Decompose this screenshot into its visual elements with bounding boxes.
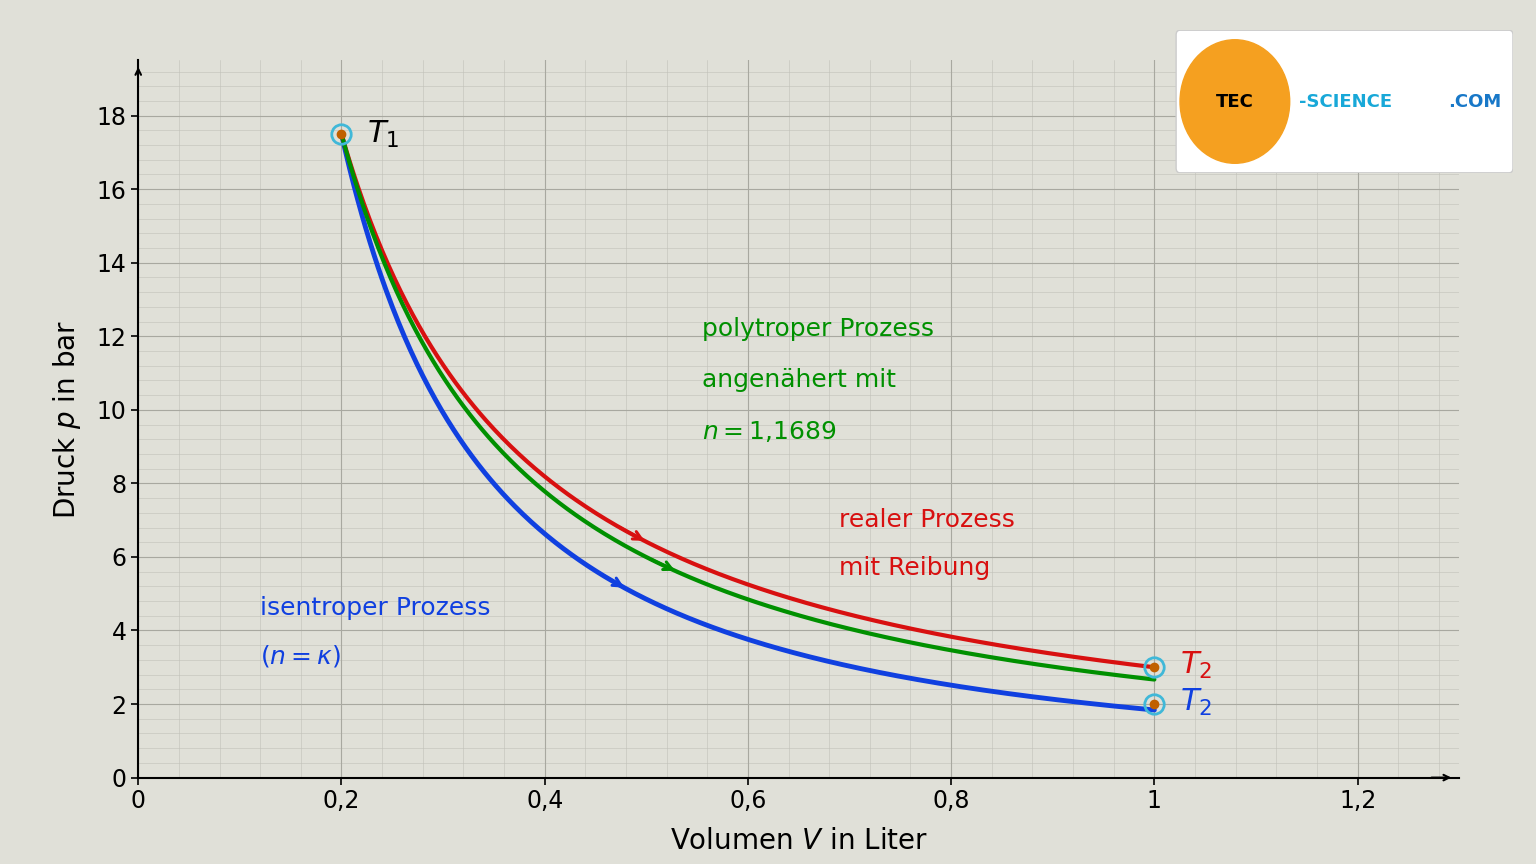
Text: $T_2$: $T_2$ (1180, 650, 1212, 681)
Text: $T_2$: $T_2$ (1180, 687, 1212, 718)
Text: angenähert mit: angenähert mit (702, 368, 895, 392)
X-axis label: Volumen $V$ in Liter: Volumen $V$ in Liter (670, 828, 928, 855)
Ellipse shape (1180, 40, 1290, 163)
Text: .COM: .COM (1448, 92, 1502, 111)
Text: isentroper Prozess: isentroper Prozess (260, 596, 490, 620)
Text: $n = 1{,}1689$: $n = 1{,}1689$ (702, 419, 837, 444)
Text: -SCIENCE: -SCIENCE (1299, 92, 1393, 111)
FancyBboxPatch shape (1177, 30, 1513, 173)
Text: $T_1$: $T_1$ (367, 118, 399, 149)
Text: polytroper Prozess: polytroper Prozess (702, 317, 934, 341)
Text: TEC: TEC (1217, 92, 1253, 111)
Text: $(n = \kappa)$: $(n = \kappa)$ (260, 643, 341, 670)
Text: mit Reibung: mit Reibung (839, 556, 991, 580)
Y-axis label: Druck $p$ in bar: Druck $p$ in bar (51, 320, 83, 518)
Text: realer Prozess: realer Prozess (839, 508, 1015, 532)
